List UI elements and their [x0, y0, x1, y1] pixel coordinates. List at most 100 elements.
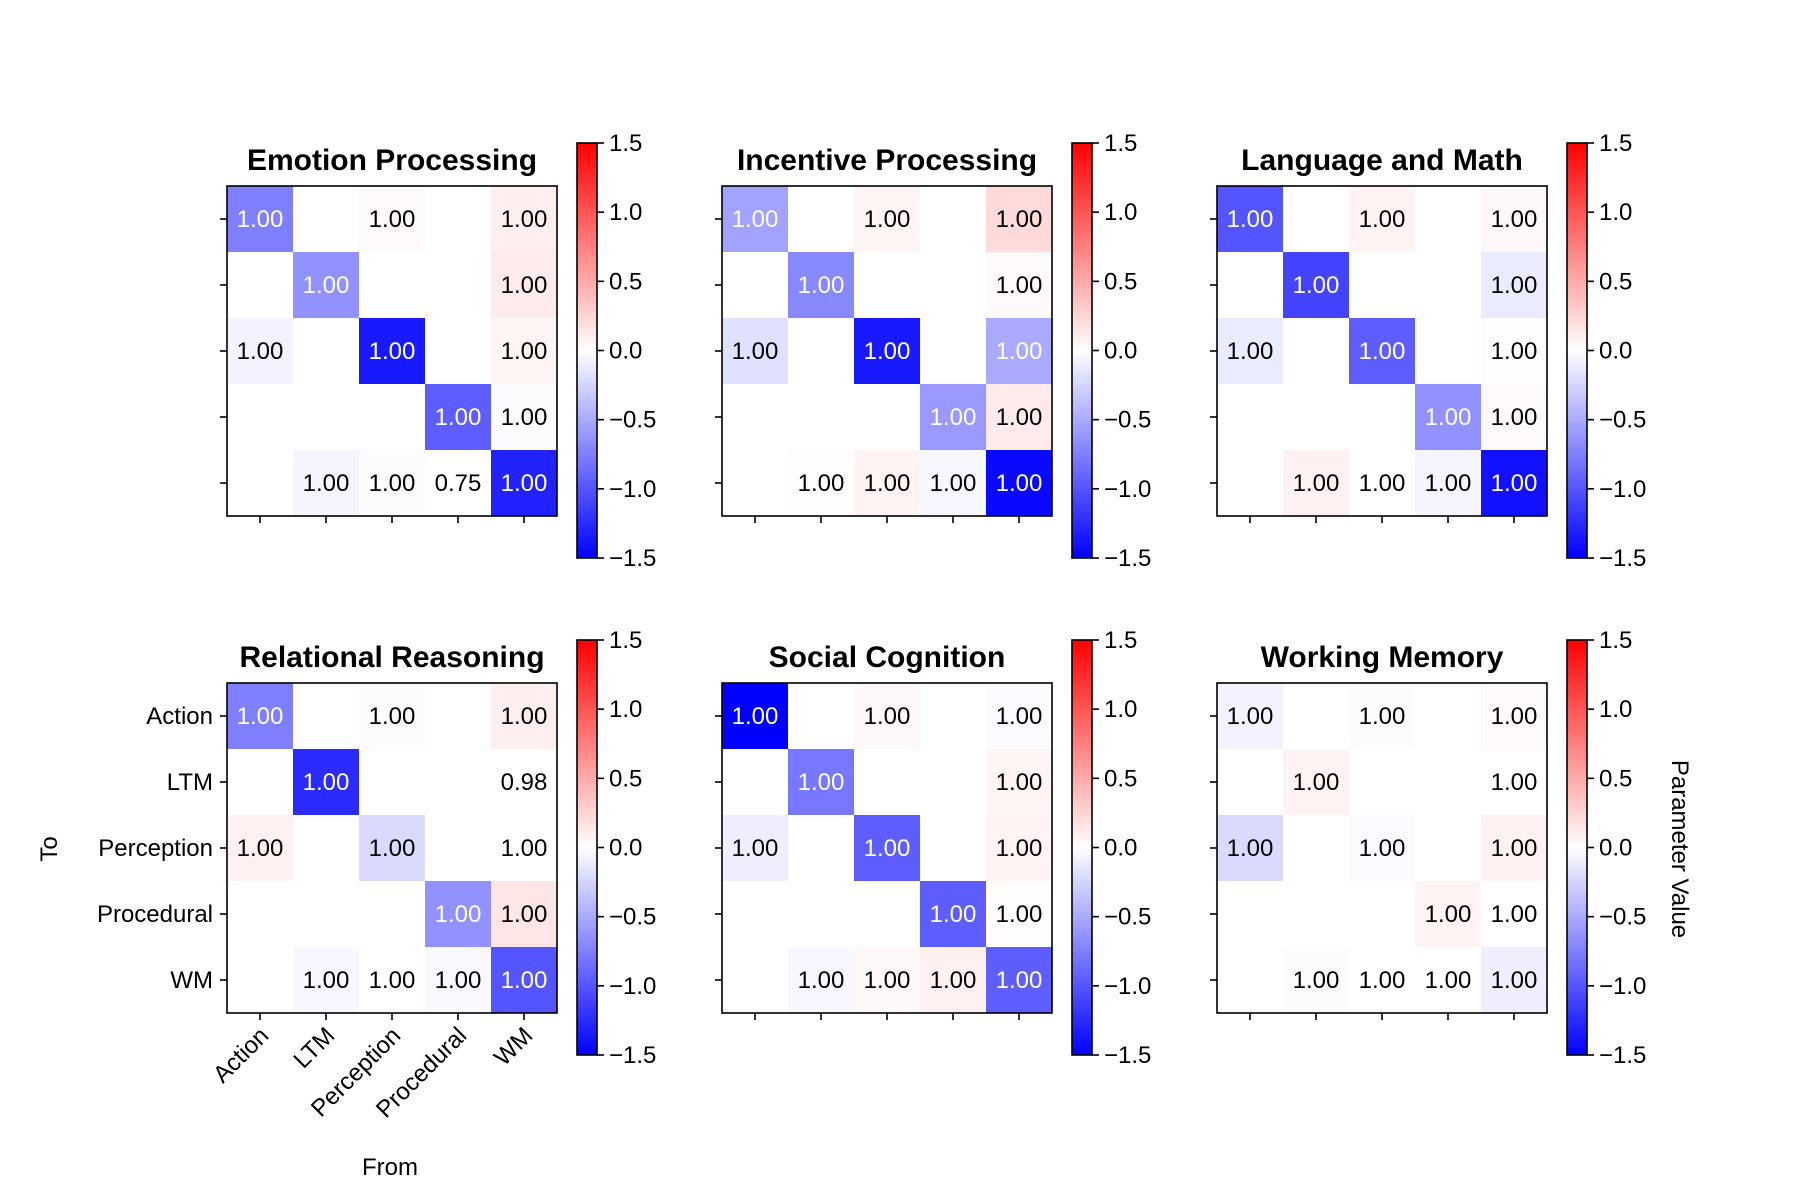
- cell-value-label: 1.00: [501, 206, 548, 233]
- cell-value-label: 1.00: [1293, 967, 1340, 994]
- heatmap-cell: [491, 749, 557, 815]
- heatmap-cell: [491, 186, 557, 252]
- heatmap-cell: [920, 947, 986, 1013]
- colorbar: [577, 143, 597, 558]
- cell-value-label: 0.75: [435, 470, 482, 497]
- heatmap-cell: [1415, 450, 1481, 516]
- heatmap-cell: [986, 683, 1052, 749]
- cell-value-label: 1.00: [303, 769, 350, 796]
- colorbar-tick-label: 0.5: [1104, 765, 1137, 792]
- heatmap-cell: [722, 683, 788, 749]
- heatmap-cell: [1481, 947, 1547, 1013]
- cell-value-label: 1.00: [1359, 703, 1406, 730]
- cell-value-label: 1.00: [996, 901, 1043, 928]
- colorbar-tick-label: 1.0: [1104, 199, 1137, 226]
- heatmap-cell: [854, 186, 920, 252]
- colorbar-tick-label: 0.0: [1104, 835, 1137, 862]
- cell-value-label: 1.00: [996, 338, 1043, 365]
- heatmap-panel: Incentive Processing 1.00 1.00 1.00 1.00 1.0 0…: [715, 130, 1151, 572]
- panel-title: Emotion Processing: [247, 144, 537, 177]
- heatmap-cell: [1481, 881, 1547, 947]
- cell-value-label: 1.00: [303, 967, 350, 994]
- heatmap-cell: [854, 683, 920, 749]
- cell-value-label: 1.00: [1293, 769, 1340, 796]
- heatmap-cell: [1217, 186, 1283, 252]
- colorbar-tick-label: −1.5: [1599, 1042, 1646, 1069]
- colorbar-tick-label: −1.0: [1599, 476, 1646, 503]
- colorbar-tick-label: 0.5: [1104, 268, 1137, 295]
- heatmap-cell: [722, 815, 788, 881]
- cell-value-label: 1.00: [501, 470, 548, 497]
- colorbar-label: Parameter Value: [1666, 760, 1693, 938]
- heatmap-cell: [491, 881, 557, 947]
- colorbar-tick-label: 1.0: [1599, 696, 1632, 723]
- heatmap-cell: [1283, 947, 1349, 1013]
- cell-value-label: 1.00: [930, 901, 977, 928]
- heatmap-cell: [986, 815, 1052, 881]
- heatmap-cell: [491, 815, 557, 881]
- heatmap-cell: [1481, 186, 1547, 252]
- x-tick-label: Action: [208, 1022, 274, 1088]
- heatmap-cell: [986, 749, 1052, 815]
- colorbar-tick-label: −0.5: [609, 904, 656, 931]
- colorbar-tick-label: 0.0: [609, 338, 642, 365]
- colorbar-tick-label: −0.5: [609, 407, 656, 434]
- colorbar: [1072, 640, 1092, 1055]
- heatmap-cell: [986, 252, 1052, 318]
- heatmap-panel: Relational Reasoning 1.00 1.00 1.00 1.00 0.98…: [97, 627, 656, 1123]
- cell-value-label: 1.00: [237, 835, 284, 862]
- y-tick-label: Procedural: [97, 901, 213, 928]
- cell-value-label: 1.00: [996, 272, 1043, 299]
- colorbar-tick-label: −1.0: [609, 973, 656, 1000]
- heatmap-cell: [1217, 683, 1283, 749]
- cell-value-label: 1.00: [435, 404, 482, 431]
- colorbar: [1567, 640, 1587, 1055]
- cell-value-label: 1.00: [732, 338, 779, 365]
- colorbar-tick-label: −1.5: [1104, 1042, 1151, 1069]
- heatmap-cell: [425, 384, 491, 450]
- panel-title: Working Memory: [1261, 641, 1504, 674]
- cell-value-label: 1.00: [1425, 404, 1472, 431]
- heatmap-cell: [1415, 947, 1481, 1013]
- cell-value-label: 1.00: [237, 206, 284, 233]
- cell-value-label: 1.00: [864, 338, 911, 365]
- colorbar-tick-label: −1.0: [1104, 476, 1151, 503]
- heatmap-cell: [227, 186, 293, 252]
- cell-value-label: 0.98: [501, 769, 548, 796]
- colorbar-tick-label: 0.0: [1599, 835, 1632, 862]
- colorbar-tick-label: −1.0: [609, 476, 656, 503]
- heatmap-cell: [854, 815, 920, 881]
- colorbar-tick-label: 1.0: [609, 199, 642, 226]
- heatmap-cell: [491, 450, 557, 516]
- y-axis-label: To: [36, 836, 63, 861]
- cell-value-label: 1.00: [1491, 835, 1538, 862]
- colorbar-tick-label: 0.5: [1599, 765, 1632, 792]
- heatmap-cell: [722, 186, 788, 252]
- cell-value-label: 1.00: [369, 206, 416, 233]
- panel-title: Social Cognition: [769, 641, 1006, 674]
- colorbar-tick-label: 1.5: [609, 627, 642, 654]
- heatmap-cell: [491, 318, 557, 384]
- colorbar-tick-label: −1.5: [1104, 545, 1151, 572]
- heatmap-cell: [1349, 186, 1415, 252]
- x-tick-label: WM: [489, 1022, 538, 1071]
- cell-value-label: 1.00: [798, 769, 845, 796]
- cell-value-label: 1.00: [1491, 206, 1538, 233]
- heatmap-cell: [425, 881, 491, 947]
- cell-value-label: 1.00: [303, 272, 350, 299]
- heatmap-cell: [920, 450, 986, 516]
- cell-value-label: 1.00: [303, 470, 350, 497]
- x-tick-label: LTM: [288, 1022, 340, 1074]
- cell-value-label: 1.00: [1491, 967, 1538, 994]
- cell-value-label: 1.00: [732, 835, 779, 862]
- cell-value-label: 1.00: [501, 338, 548, 365]
- heatmap-cell: [293, 252, 359, 318]
- heatmap-cell: [986, 384, 1052, 450]
- heatmap-cell: [293, 749, 359, 815]
- panel-title: Incentive Processing: [737, 144, 1037, 177]
- y-tick-label: LTM: [167, 769, 213, 796]
- cell-value-label: 1.00: [864, 703, 911, 730]
- heatmap-cell: [359, 186, 425, 252]
- cell-value-label: 1.00: [1491, 769, 1538, 796]
- cell-value-label: 1.00: [369, 835, 416, 862]
